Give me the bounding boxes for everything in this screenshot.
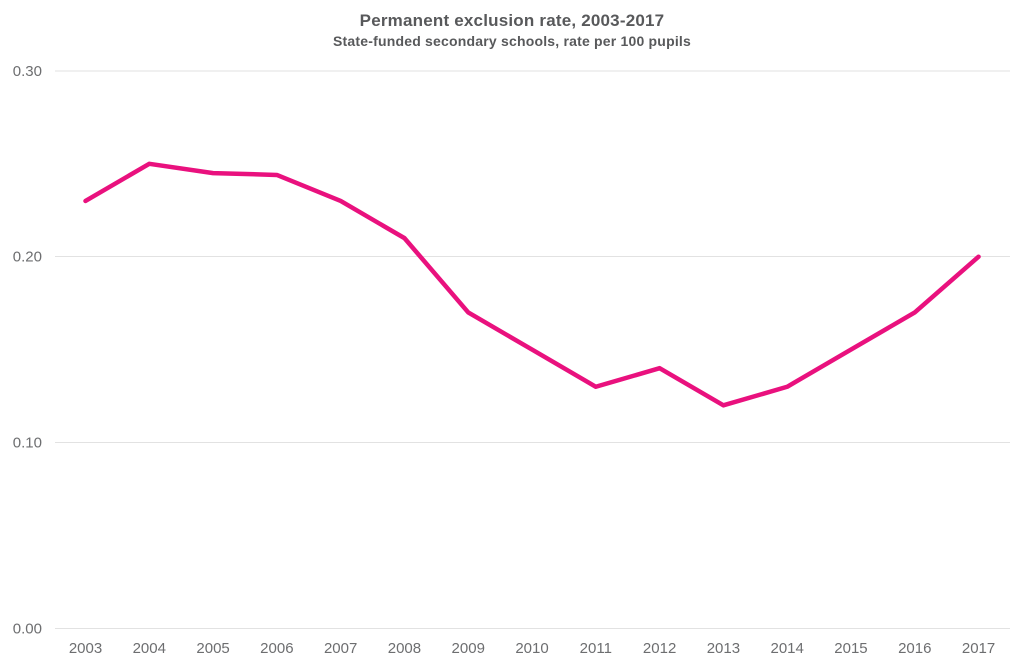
x-axis-tick-label: 2007 [324,640,357,657]
x-axis-tick-label: 2008 [388,640,421,657]
x-axis-tick-label: 2017 [962,640,995,657]
exclusion-rate-line [83,161,981,408]
y-axis-tick-label: 0.20 [13,249,42,266]
x-axis-tick-label: 2016 [898,640,931,657]
x-axis-tick-label: 2009 [452,640,485,657]
chart-subtitle: State-funded secondary schools, rate per… [333,33,691,49]
y-axis-tick-label: 0.30 [13,63,42,80]
chart-header: Permanent exclusion rate, 2003-2017 Stat… [0,10,1024,50]
chart-title: Permanent exclusion rate, 2003-2017 [359,11,665,30]
x-axis-tick-label: 2005 [196,640,229,657]
x-axis-tick-label: 2014 [771,640,804,657]
x-axis-tick-label: 2006 [260,640,293,657]
x-axis-tick-label: 2011 [580,640,612,657]
x-axis-tick-label: 2015 [834,640,867,657]
y-axis-tick-label: 0.10 [13,435,42,452]
x-axis-tick-label: 2013 [707,640,740,657]
x-axis-tick-label: 2012 [643,640,676,657]
y-axis-tick-label: 0.00 [13,620,42,637]
x-axis-tick-label: 2010 [515,640,548,657]
x-axis-tick-label: 2003 [69,640,102,657]
x-axis-tick-label: 2004 [133,640,166,657]
